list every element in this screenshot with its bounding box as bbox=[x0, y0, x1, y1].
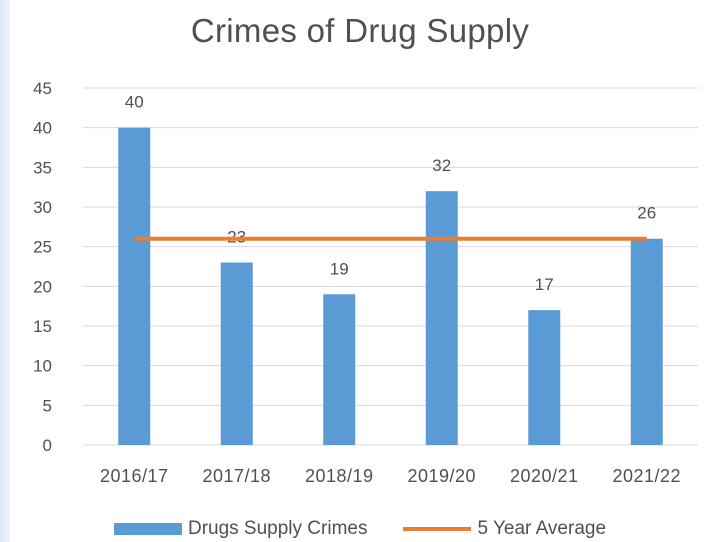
x-tick-label: 2019/20 bbox=[407, 466, 476, 486]
x-tick-label: 2016/17 bbox=[100, 466, 169, 486]
chart-title: Crimes of Drug Supply bbox=[190, 12, 530, 49]
data-label: 40 bbox=[125, 93, 144, 112]
left-accent-strip bbox=[0, 0, 10, 542]
y-tick-label: 40 bbox=[33, 119, 52, 138]
legend-swatch-average bbox=[403, 527, 472, 531]
y-tick-label: 0 bbox=[43, 436, 52, 455]
bar bbox=[630, 238, 663, 445]
y-tick-label: 5 bbox=[43, 396, 52, 415]
data-label: 19 bbox=[330, 259, 349, 278]
x-tick-label: 2017/18 bbox=[202, 466, 271, 486]
legend-item-bars: Drugs Supply Crimes bbox=[113, 518, 368, 540]
bar bbox=[323, 294, 356, 445]
y-tick-label: 25 bbox=[33, 238, 52, 257]
legend-item-average: 5 Year Average bbox=[403, 518, 606, 540]
x-tick-label: 2021/22 bbox=[612, 466, 681, 486]
bar-chart: 051015202530354045402016/17232017/181920… bbox=[33, 79, 698, 486]
y-tick-label: 45 bbox=[33, 79, 52, 98]
legend: Drugs Supply Crimes 5 Year Average bbox=[0, 516, 720, 542]
data-label: 32 bbox=[432, 156, 451, 175]
x-tick-label: 2020/21 bbox=[510, 466, 579, 486]
data-label: 17 bbox=[535, 275, 554, 294]
y-tick-label: 30 bbox=[33, 198, 52, 217]
legend-swatch-bars bbox=[113, 523, 182, 535]
bar bbox=[118, 127, 151, 446]
bar bbox=[425, 191, 458, 445]
y-tick-label: 20 bbox=[33, 277, 52, 296]
y-tick-label: 35 bbox=[33, 158, 52, 177]
legend-label-bars: Drugs Supply Crimes bbox=[187, 518, 368, 539]
y-tick-label: 10 bbox=[33, 357, 52, 376]
x-tick-label: 2018/19 bbox=[305, 466, 374, 486]
bar bbox=[528, 310, 561, 445]
data-label: 26 bbox=[637, 204, 656, 223]
bar bbox=[220, 262, 253, 445]
legend-label-average: 5 Year Average bbox=[477, 518, 607, 539]
y-tick-label: 15 bbox=[33, 317, 52, 336]
